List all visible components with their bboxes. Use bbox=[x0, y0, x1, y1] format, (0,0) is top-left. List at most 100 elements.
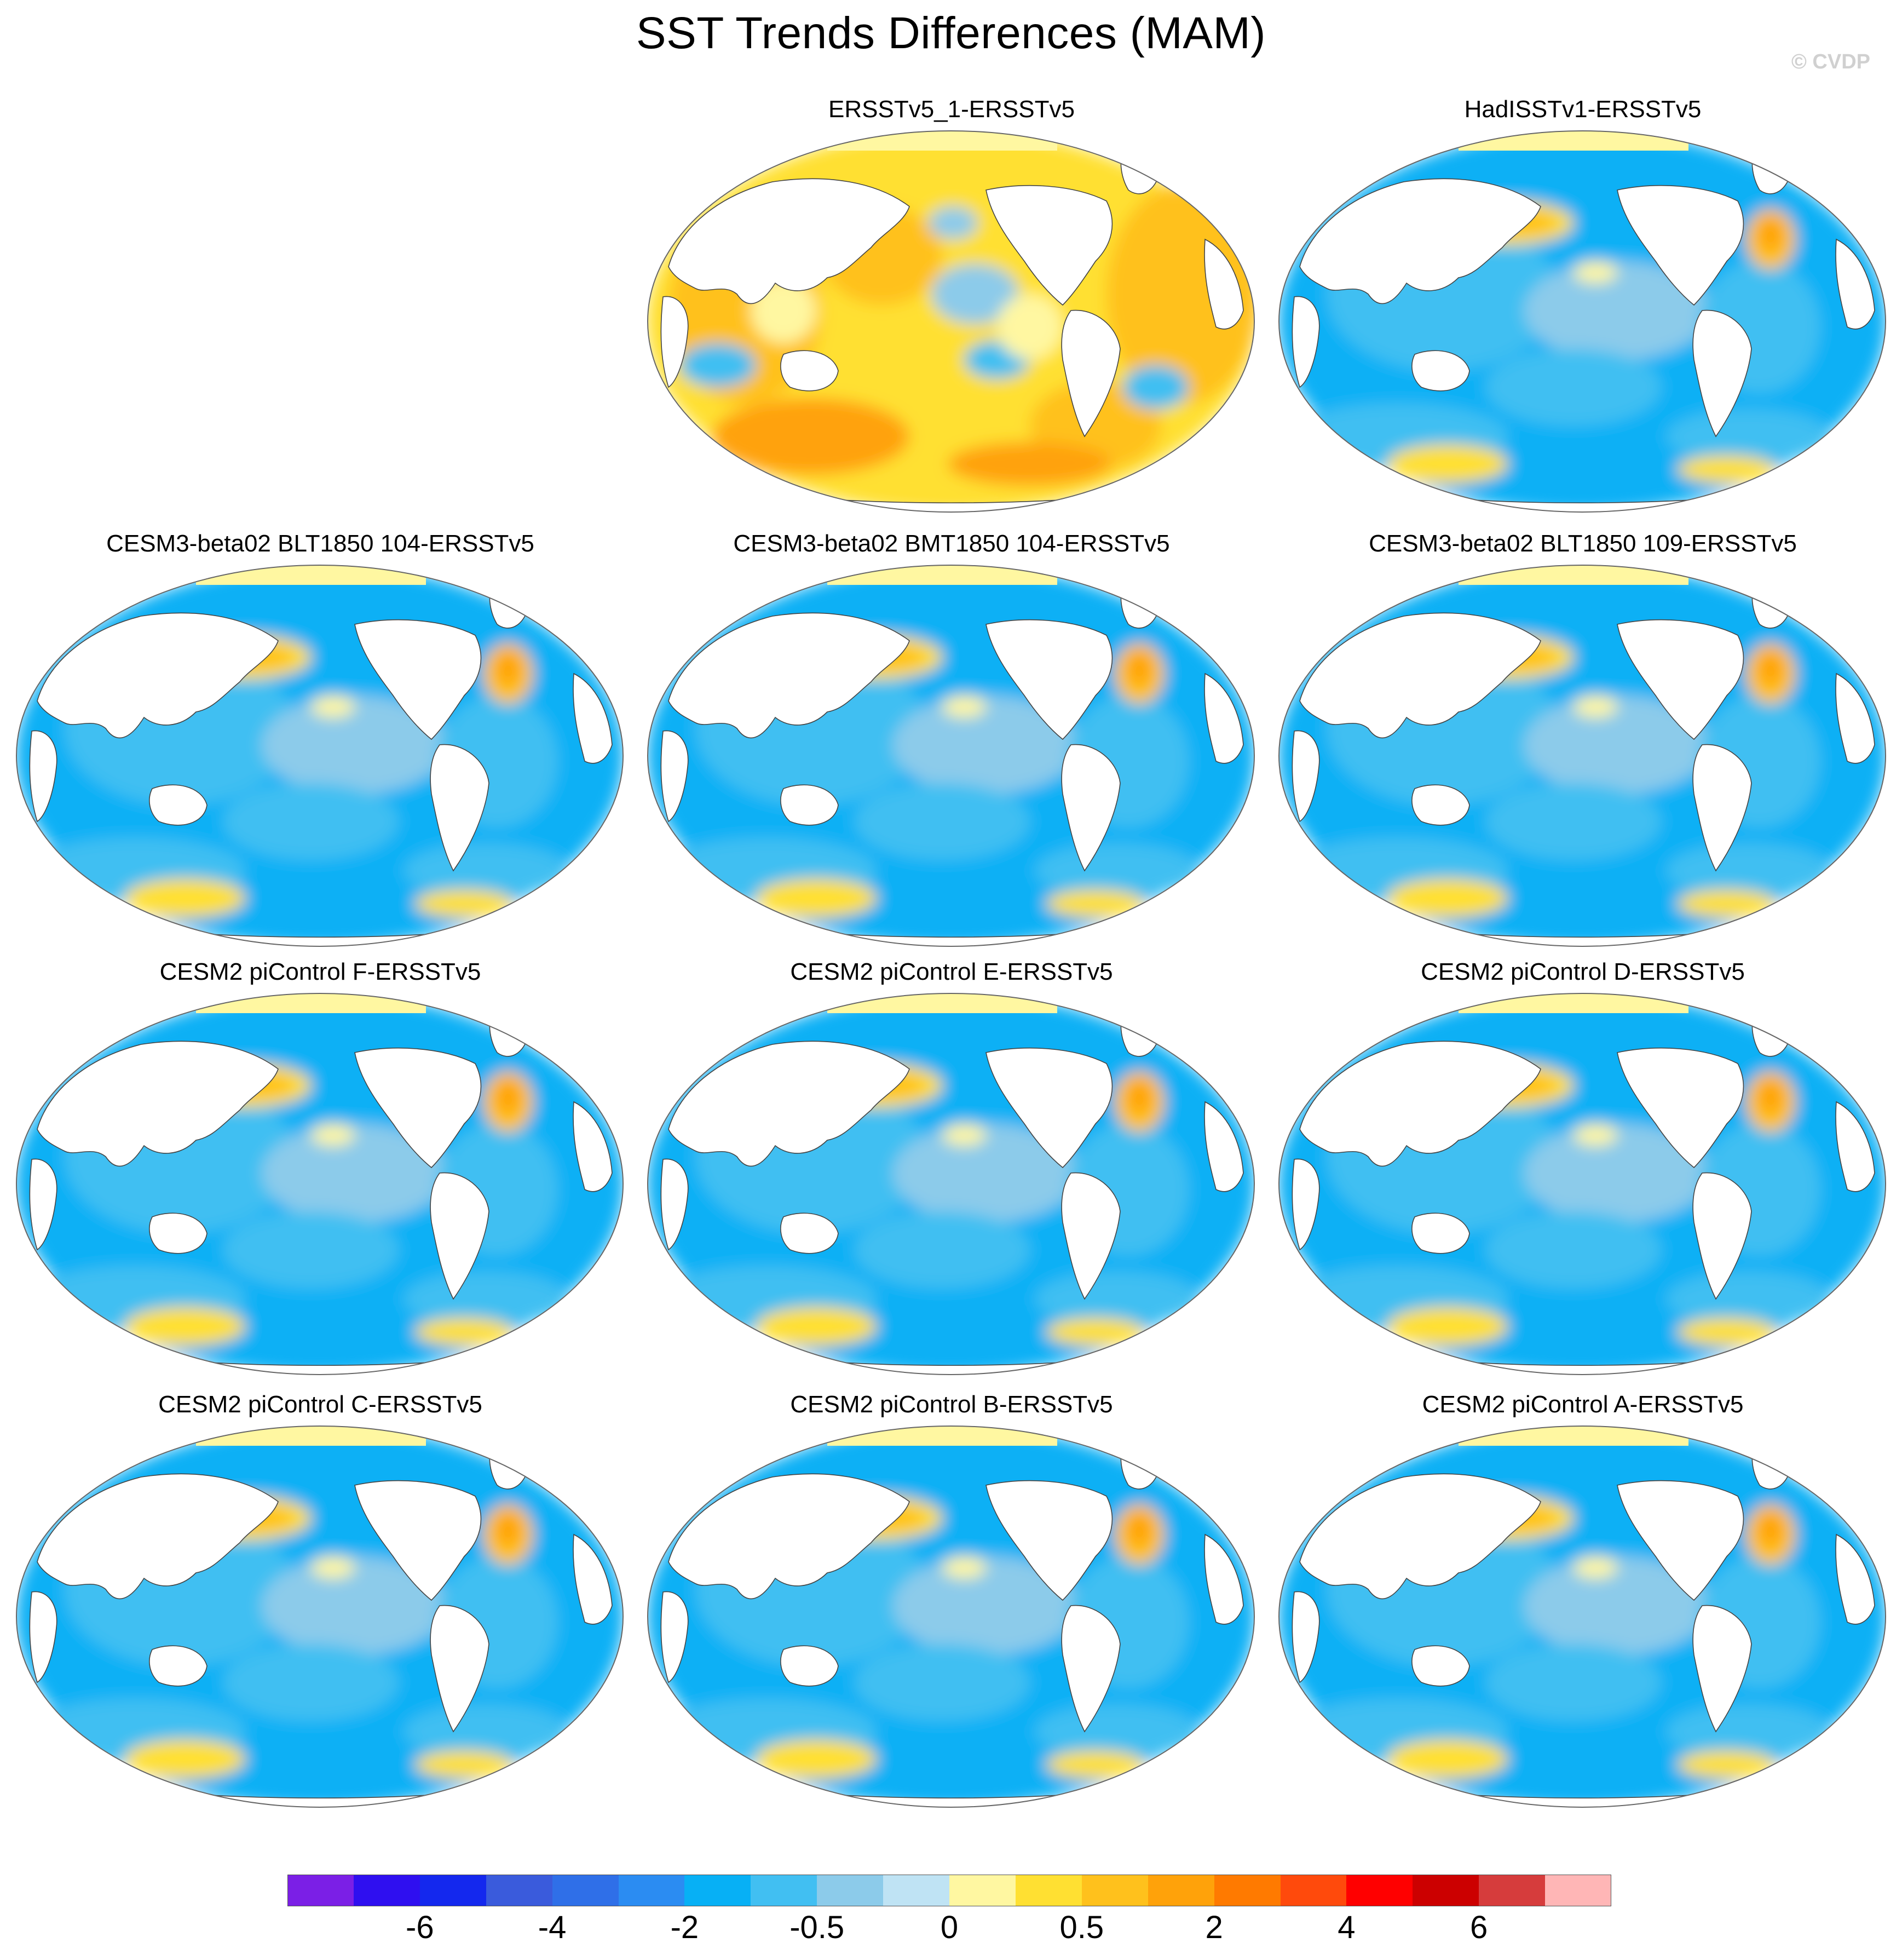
arctic-region bbox=[827, 131, 1057, 151]
anomaly-contour-region bbox=[1106, 185, 1254, 404]
north-america-landmass bbox=[1617, 1048, 1744, 1169]
colorbar-swatch bbox=[287, 1875, 354, 1906]
map-panel-title: CESM2 piControl B-ERSSTv5 bbox=[790, 1391, 1113, 1418]
anomaly-contour-region bbox=[1486, 349, 1661, 426]
colorbar-swatch bbox=[486, 1875, 552, 1906]
anomaly-contour-region bbox=[223, 1211, 399, 1288]
arctic-region bbox=[1459, 1426, 1688, 1446]
anomaly-contour-region bbox=[311, 1556, 355, 1578]
anomaly-contour-region bbox=[997, 294, 1063, 360]
anomaly-contour-region bbox=[125, 1740, 245, 1778]
colorbar bbox=[287, 1875, 1612, 1906]
africa-landmass bbox=[660, 296, 689, 388]
map-boundary bbox=[647, 1426, 1255, 1808]
map-panel-title: HadISSTv1-ERSSTv5 bbox=[1464, 96, 1702, 123]
south-america-landmass bbox=[1692, 309, 1752, 438]
south-america-landmass bbox=[1061, 1605, 1121, 1733]
colorbar-swatch bbox=[1148, 1875, 1214, 1906]
map-panel-title: CESM2 piControl D-ERSSTv5 bbox=[1421, 958, 1745, 985]
south-america-landmass bbox=[430, 744, 489, 872]
south-america-landmass bbox=[430, 1605, 489, 1733]
map-panel: CESM2 piControl B-ERSSTv5 bbox=[637, 1391, 1266, 1818]
anomaly-contour-region bbox=[948, 442, 1112, 486]
colorbar-swatch bbox=[751, 1875, 817, 1906]
anomaly-contour-region bbox=[1486, 783, 1661, 860]
anomaly-contour-region bbox=[1678, 1318, 1776, 1346]
europe-africa-east-landmass bbox=[1835, 1533, 1875, 1625]
asia-landmass bbox=[1299, 178, 1541, 304]
anomaly-contour-region bbox=[942, 696, 986, 717]
arctic-region bbox=[196, 565, 426, 585]
anomaly-contour-region bbox=[1678, 1751, 1776, 1778]
asia-landmass bbox=[1299, 1041, 1541, 1167]
colorbar-swatch bbox=[1214, 1875, 1281, 1906]
colorbar-swatch bbox=[1479, 1875, 1546, 1906]
colorbar-swatch bbox=[419, 1875, 486, 1906]
colorbar-tick-label: -0.5 bbox=[789, 1910, 845, 1945]
anomaly-contour-region bbox=[125, 879, 245, 917]
colorbar-swatch bbox=[1081, 1875, 1148, 1906]
africa-landmass bbox=[29, 1591, 57, 1683]
europe-africa-east-landmass bbox=[1204, 238, 1244, 330]
colorbar-swatch bbox=[552, 1875, 619, 1906]
australia-landmass bbox=[780, 784, 839, 826]
europe-africa-east-landmass bbox=[1835, 673, 1875, 764]
sst-anomaly-map bbox=[1278, 993, 1886, 1375]
africa-landmass bbox=[1292, 1591, 1320, 1683]
colorbar-tick-label: 0.5 bbox=[1059, 1910, 1104, 1945]
colorbar-swatch bbox=[1346, 1875, 1413, 1906]
north-america-landmass bbox=[1617, 1480, 1744, 1601]
north-america-landmass bbox=[985, 1048, 1113, 1169]
africa-landmass bbox=[29, 1158, 57, 1251]
north-america-landmass bbox=[1617, 619, 1744, 740]
anomaly-contour-region bbox=[1127, 1513, 1151, 1545]
sst-anomaly-map bbox=[1278, 130, 1886, 513]
anomaly-contour-region bbox=[712, 398, 909, 475]
anomaly-contour-region bbox=[1127, 652, 1151, 685]
map-panel-title: CESM2 piControl F-ERSSTv5 bbox=[159, 958, 481, 985]
anomaly-contour-region bbox=[942, 1124, 986, 1146]
anomaly-contour-region bbox=[404, 1272, 568, 1326]
arctic-region bbox=[1459, 131, 1688, 151]
north-america-landmass bbox=[354, 1048, 482, 1169]
map-boundary bbox=[1278, 130, 1886, 513]
map-panel-title: CESM3-beta02 BMT1850 104-ERSSTv5 bbox=[733, 530, 1170, 557]
north-america-landmass bbox=[985, 1480, 1113, 1601]
colorbar-swatch bbox=[883, 1875, 950, 1906]
map-panel-title: CESM2 piControl C-ERSSTv5 bbox=[158, 1391, 482, 1418]
europe-africa-east-landmass bbox=[1204, 1101, 1244, 1192]
australia-landmass bbox=[149, 1212, 208, 1254]
anomaly-contour-region bbox=[1046, 1751, 1145, 1778]
australia-landmass bbox=[780, 1212, 839, 1254]
south-america-landmass bbox=[1692, 744, 1752, 872]
anomaly-contour-region bbox=[942, 1556, 986, 1578]
figure-title: SST Trends Differences (MAM) bbox=[636, 8, 1266, 58]
map-panel-title: CESM3-beta02 BLT1850 109-ERSSTv5 bbox=[1369, 530, 1797, 557]
map-panel: CESM2 piControl E-ERSSTv5 bbox=[637, 958, 1266, 1386]
south-america-landmass bbox=[1692, 1172, 1752, 1300]
europe-africa-east-landmass bbox=[1835, 238, 1875, 330]
sst-anomaly-map bbox=[647, 993, 1255, 1375]
colorbar-tick-label: 0 bbox=[940, 1910, 959, 1945]
map-panel-title: ERSSTv5_1-ERSSTv5 bbox=[828, 96, 1075, 123]
sst-anomaly-map bbox=[647, 1426, 1255, 1808]
africa-landmass bbox=[660, 1158, 689, 1251]
colorbar-swatch bbox=[1280, 1875, 1347, 1906]
map-boundary bbox=[647, 130, 1255, 513]
australia-landmass bbox=[149, 1645, 208, 1687]
anomaly-contour-region bbox=[1574, 261, 1617, 283]
asia-landmass bbox=[37, 1473, 279, 1600]
africa-landmass bbox=[660, 1591, 689, 1683]
north-america-landmass bbox=[354, 619, 482, 740]
anomaly-contour-region bbox=[931, 264, 1019, 324]
asia-landmass bbox=[37, 1041, 279, 1167]
africa-landmass bbox=[660, 730, 689, 823]
colorbar-swatch bbox=[817, 1875, 884, 1906]
europe-africa-east-landmass bbox=[1835, 1101, 1875, 1192]
colorbar-tick-label: 6 bbox=[1470, 1910, 1488, 1945]
north-america-landmass bbox=[985, 185, 1113, 306]
anomaly-contour-region bbox=[1524, 261, 1710, 360]
anomaly-contour-region bbox=[125, 1307, 245, 1346]
colorbar-tick-label: 2 bbox=[1205, 1910, 1223, 1945]
asia-landmass bbox=[668, 1473, 910, 1600]
